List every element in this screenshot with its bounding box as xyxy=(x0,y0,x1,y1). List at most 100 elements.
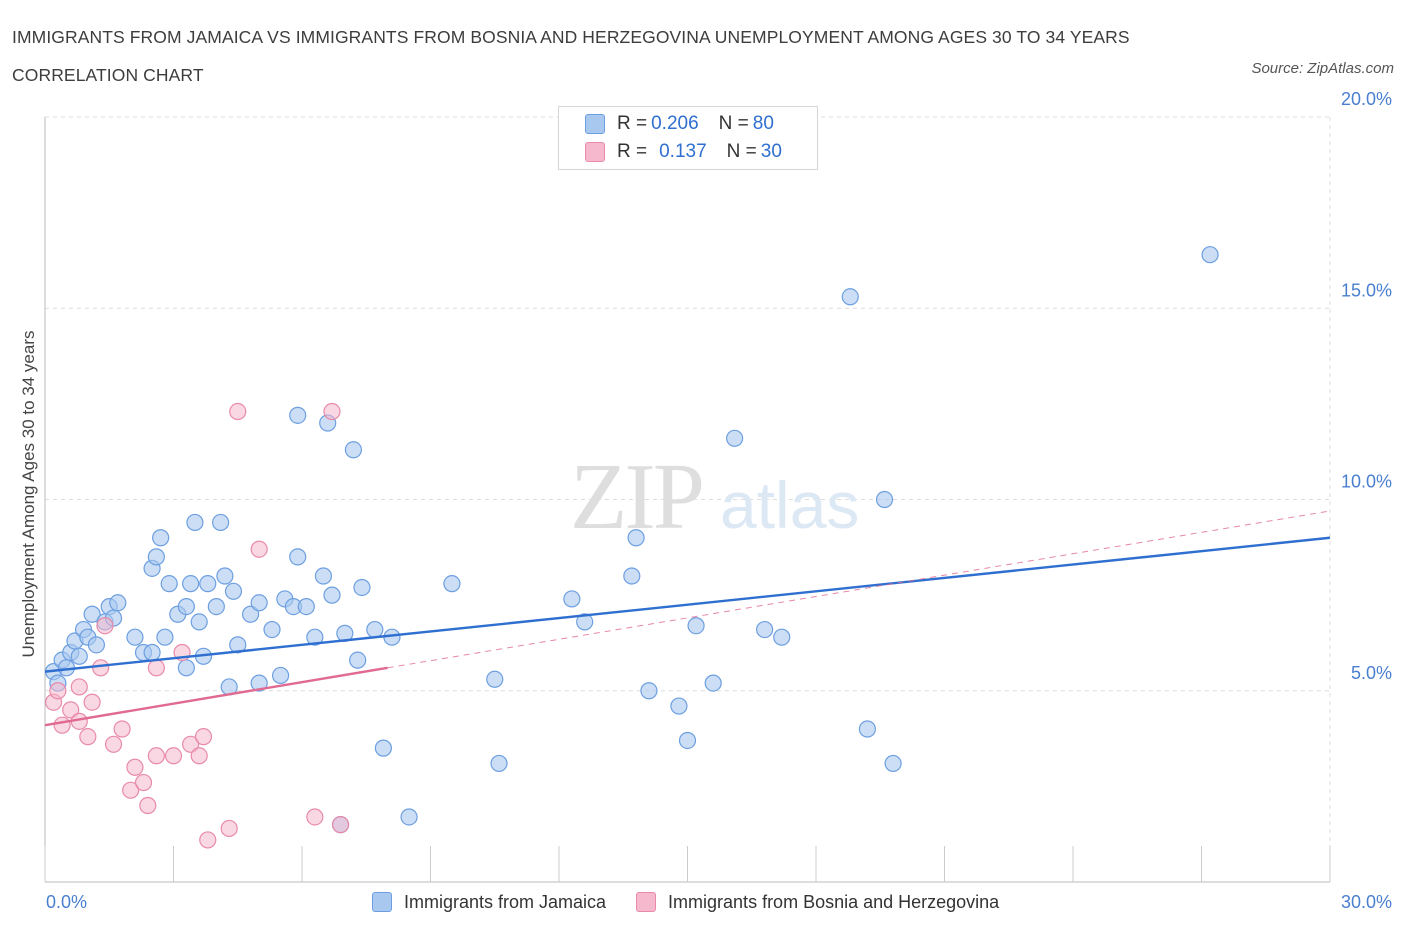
jamaica-point xyxy=(186,513,204,532)
jamaica-point xyxy=(297,597,315,616)
bosnia-point xyxy=(250,540,268,558)
jamaica-point xyxy=(289,406,307,424)
legend-n-label: N = xyxy=(718,113,749,134)
legend-swatch-bosnia xyxy=(585,142,605,162)
bosnia-point xyxy=(139,796,157,815)
jamaica-point xyxy=(884,754,902,773)
bosnia-point xyxy=(323,402,341,421)
legend-row-bosnia: R = 0.137 N = 30 xyxy=(585,140,782,164)
bosnia-point xyxy=(220,819,238,838)
jamaica-point xyxy=(773,628,791,646)
jamaica-point xyxy=(858,720,877,738)
jamaica-point xyxy=(726,429,744,447)
legend-n-value: 80 xyxy=(752,113,774,134)
bosnia-point xyxy=(122,781,140,799)
jamaica-point xyxy=(400,808,418,826)
series-swatch-jamaica xyxy=(372,892,392,912)
series-legend-item-jamaica: Immigrants from Jamaica xyxy=(372,892,606,913)
jamaica-point xyxy=(289,548,307,566)
legend-swatch-jamaica xyxy=(585,114,605,134)
series-legend-label: Immigrants from Bosnia and Herzegovina xyxy=(668,891,1000,912)
jamaica-point xyxy=(623,567,641,585)
bosnia-point xyxy=(134,773,153,792)
jamaica-point xyxy=(490,754,508,773)
legend-r-value: 0.137 xyxy=(659,141,707,162)
jamaica-point xyxy=(70,647,88,665)
jamaica-point xyxy=(263,620,281,639)
bosnia-point xyxy=(306,808,324,826)
legend-row-jamaica: R = 0.206 N = 80 xyxy=(585,112,774,136)
bosnia-trend-line xyxy=(44,666,388,727)
bosnia-point xyxy=(229,402,247,421)
jamaica-point xyxy=(87,636,106,654)
jamaica-point xyxy=(314,567,333,585)
bosnia-point xyxy=(113,720,131,738)
jamaica-point xyxy=(250,594,268,612)
jamaica-point xyxy=(704,674,722,692)
watermark: ZIP atlas xyxy=(570,445,859,549)
y-tick-label: 10.0% xyxy=(1341,472,1392,492)
y-tick-label: 15.0% xyxy=(1341,280,1392,300)
y-tick-label: 20.0% xyxy=(1341,89,1392,109)
y-tick-label: 5.0% xyxy=(1351,663,1392,683)
jamaica-point xyxy=(875,490,894,509)
jamaica-point xyxy=(109,594,127,612)
jamaica-point xyxy=(199,575,217,593)
jamaica-point xyxy=(271,666,290,685)
jamaica-point xyxy=(306,628,324,646)
jamaica-point xyxy=(229,636,247,654)
jamaica-point xyxy=(177,597,195,616)
bosnia-point xyxy=(62,701,80,719)
x-tick-label: 30.0% xyxy=(1341,892,1392,912)
jamaica-point xyxy=(147,548,165,566)
jamaica-point xyxy=(242,605,260,623)
jamaica-point xyxy=(687,617,705,635)
chart-title: IMMIGRANTS FROM JAMAICA VS IMMIGRANTS FR… xyxy=(12,27,1130,85)
bosnia-point xyxy=(199,831,217,849)
jamaica-point xyxy=(366,620,384,639)
bosnia-point xyxy=(147,659,165,677)
watermark-atlas: atlas xyxy=(720,468,859,542)
jamaica-point xyxy=(576,613,594,631)
jamaica-point xyxy=(143,643,161,662)
bosnia-point xyxy=(164,747,183,765)
jamaica-point xyxy=(152,529,170,547)
bosnia-point xyxy=(96,617,114,635)
legend-r-value: 0.206 xyxy=(651,113,699,134)
legend-r-label: R = xyxy=(617,141,648,162)
jamaica-point xyxy=(212,513,230,532)
series-legend-label: Immigrants from Jamaica xyxy=(404,891,607,912)
jamaica-point xyxy=(486,670,504,688)
bosnia-point xyxy=(79,728,97,746)
jamaica-point xyxy=(323,586,341,604)
jamaica-point xyxy=(182,575,200,593)
correlation-legend: R = 0.206 N = 80 R = 0.137 N = 30 xyxy=(558,106,818,170)
data-points xyxy=(44,246,1219,849)
jamaica-point xyxy=(160,575,178,593)
bosnia-point xyxy=(92,659,110,677)
series-swatch-bosnia xyxy=(636,892,657,912)
bosnia-trend-extension xyxy=(387,510,1331,669)
jamaica-point xyxy=(755,620,774,639)
jamaica-point xyxy=(443,575,461,593)
bosnia-point xyxy=(126,758,144,776)
jamaica-trend-line xyxy=(44,536,1331,673)
jamaica-point xyxy=(563,590,581,608)
bosnia-point xyxy=(182,735,200,753)
jamaica-point xyxy=(627,529,645,547)
y-axis-label: Unemployment Among Ages 30 to 34 years xyxy=(19,331,38,658)
bosnia-point xyxy=(70,678,88,696)
series-legend: Immigrants from Jamaica Immigrants from … xyxy=(372,890,1029,914)
bosnia-point xyxy=(49,682,67,700)
tick-labels: 5.0% 10.0% 15.0% 20.0% 0.0% 30.0% xyxy=(46,89,1392,912)
jamaica-point xyxy=(670,697,688,715)
x-tick-label: 0.0% xyxy=(46,892,87,912)
jamaica-point xyxy=(374,739,392,757)
jamaica-point xyxy=(190,613,208,631)
jamaica-point xyxy=(250,674,268,692)
jamaica-point xyxy=(344,441,362,459)
bosnia-point xyxy=(190,747,208,765)
jamaica-point xyxy=(224,582,243,600)
jamaica-point xyxy=(216,567,234,585)
